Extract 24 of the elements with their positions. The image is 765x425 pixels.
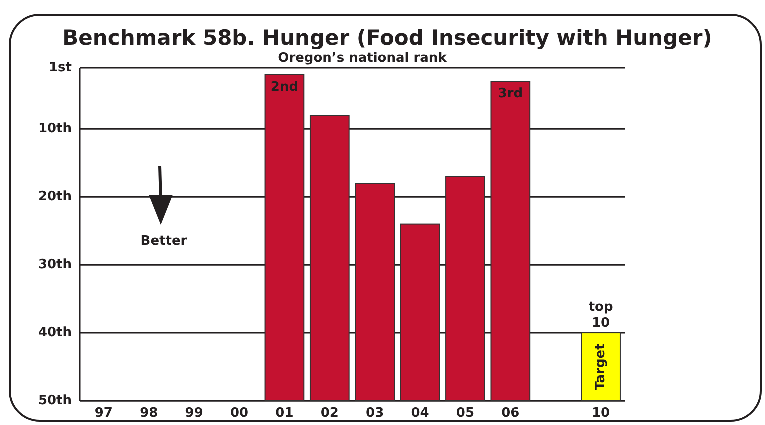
x-tick-label: 06 — [502, 406, 520, 421]
x-tick-label: 00 — [230, 406, 249, 421]
x-tick-label: 02 — [320, 406, 339, 421]
x-tick-label: 05 — [456, 406, 475, 421]
y-tick-label: 1st — [49, 60, 72, 76]
y-tick-label: 30th — [38, 258, 72, 273]
x-tick-label: 97 — [94, 406, 113, 421]
data-label: 2nd — [270, 80, 299, 95]
x-tick-label: 03 — [366, 406, 384, 421]
y-tick-label: 40th — [38, 326, 72, 341]
data-label: Target — [594, 344, 609, 390]
annotation: top 10 — [588, 300, 614, 332]
x-tick-label: 04 — [411, 406, 430, 421]
x-tick-label: 01 — [276, 406, 294, 421]
annotation: Better — [140, 234, 188, 249]
y-tick-label: 50th — [38, 394, 72, 408]
chart-title: Benchmark 58b. Hunger (Food Insecurity with Hunger) — [62, 26, 712, 50]
x-tick-label: 10 — [592, 406, 610, 421]
x-tick-label: 99 — [185, 406, 204, 421]
y-tick-label: 20th — [38, 190, 72, 205]
chart-subtitle: Oregon’s national rank — [278, 51, 448, 66]
y-tick-label: 10th — [38, 122, 72, 137]
data-label: 3rd — [498, 86, 524, 102]
x-tick-label: 98 — [140, 406, 158, 421]
